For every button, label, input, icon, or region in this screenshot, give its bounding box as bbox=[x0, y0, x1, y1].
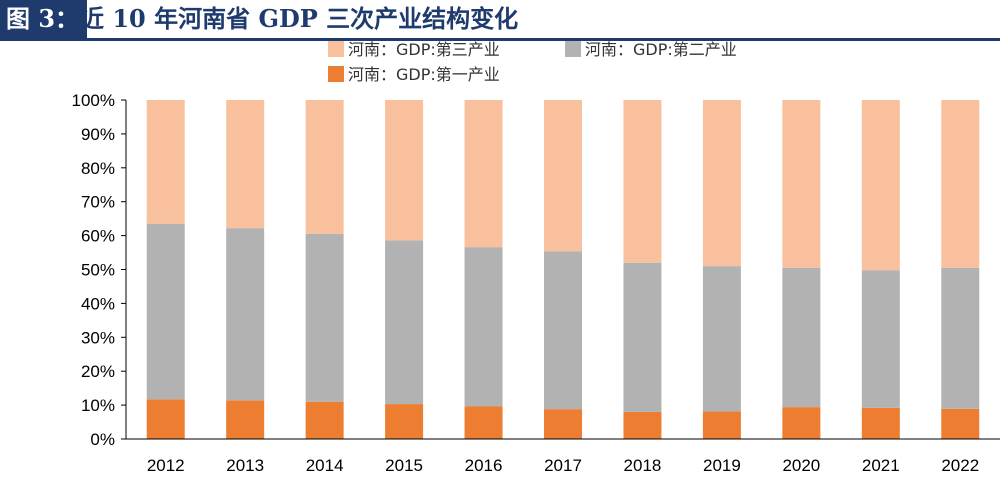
bar-segment-2-2022 bbox=[941, 100, 980, 268]
bar-segment-2-2018 bbox=[623, 100, 662, 263]
bar-segment-2-2012 bbox=[146, 100, 185, 224]
bar-segment-0-2021 bbox=[861, 407, 900, 439]
bar-segment-1-2012 bbox=[146, 223, 185, 400]
bar-segment-0-2015 bbox=[385, 404, 424, 439]
x-tick-label: 2020 bbox=[782, 456, 820, 475]
bar-segment-0-2013 bbox=[226, 400, 265, 439]
x-tick-label: 2022 bbox=[941, 456, 979, 475]
bar-segment-1-2015 bbox=[385, 240, 424, 405]
x-tick-label: 2012 bbox=[147, 456, 185, 475]
y-tick-label: 50% bbox=[81, 261, 115, 280]
y-tick-label: 10% bbox=[81, 396, 115, 415]
x-tick-label: 2018 bbox=[624, 456, 662, 475]
bar-segment-2-2020 bbox=[782, 100, 821, 268]
bar-segment-0-2017 bbox=[544, 409, 582, 439]
y-tick-label: 0% bbox=[90, 430, 115, 449]
x-axis: 2012 2013 2014 2015 2016 2017 2018 2019 2020 2021… bbox=[126, 438, 1000, 475]
bar-segment-1-2013 bbox=[226, 228, 265, 401]
bar-segment-2-2021 bbox=[861, 100, 900, 271]
bar-segment-0-2014 bbox=[305, 401, 344, 439]
bar-segment-1-2014 bbox=[305, 233, 344, 402]
y-tick-label: 30% bbox=[81, 328, 115, 347]
legend-label: 河南：GDP:第一产业 bbox=[348, 65, 500, 84]
bar-segment-0-2018 bbox=[623, 411, 662, 439]
bar-segment-1-2017 bbox=[544, 251, 582, 410]
legend-label: 河南：GDP:第三产业 bbox=[348, 40, 500, 59]
bar-segment-1-2016 bbox=[464, 247, 503, 407]
bar-segment-1-2018 bbox=[623, 262, 662, 412]
title-rule bbox=[0, 38, 1000, 41]
bar-segment-1-2019 bbox=[702, 266, 741, 412]
figure-label: 图 3： bbox=[0, 0, 88, 38]
bar-segment-2-2015 bbox=[385, 100, 424, 241]
x-tick-label: 2017 bbox=[544, 456, 582, 475]
bar-segment-0-2016 bbox=[464, 406, 503, 439]
bar-segment-1-2020 bbox=[782, 267, 821, 408]
y-tick-label: 90% bbox=[81, 125, 115, 144]
y-axis: 0% 10% 20% 30% 40% 50% 60% 70% 80% 90% 100% bbox=[72, 91, 127, 449]
bar-segment-1-2021 bbox=[861, 270, 900, 408]
bars bbox=[146, 100, 980, 439]
bar-segment-2-2016 bbox=[464, 100, 503, 248]
y-tick-label: 100% bbox=[72, 91, 115, 110]
x-tick-label: 2013 bbox=[226, 456, 264, 475]
bar-segment-0-2012 bbox=[146, 399, 185, 439]
bar-segment-2-2019 bbox=[702, 100, 741, 267]
figure-title: 近 10 年河南省 GDP 三次产业结构变化 bbox=[80, 4, 519, 33]
legend-swatch bbox=[328, 41, 344, 57]
title-bar: 图 3： 近 10 年河南省 GDP 三次产业结构变化 bbox=[0, 0, 1000, 41]
legend-swatch bbox=[328, 66, 344, 82]
x-tick-label: 2014 bbox=[306, 456, 344, 475]
bar-segment-2-2014 bbox=[305, 100, 344, 234]
y-tick-label: 60% bbox=[81, 227, 115, 246]
legend-swatch bbox=[565, 41, 581, 57]
bar-segment-0-2022 bbox=[941, 408, 980, 439]
x-tick-label: 2015 bbox=[385, 456, 423, 475]
legend-label: 河南：GDP:第二产业 bbox=[585, 40, 737, 59]
y-tick-label: 70% bbox=[81, 193, 115, 212]
x-tick-label: 2021 bbox=[862, 456, 900, 475]
x-tick-label: 2019 bbox=[703, 456, 741, 475]
y-tick-label: 40% bbox=[81, 294, 115, 313]
y-tick-label: 80% bbox=[81, 159, 115, 178]
bar-segment-1-2022 bbox=[941, 267, 980, 409]
bar-segment-2-2013 bbox=[226, 100, 265, 229]
bar-segment-0-2020 bbox=[782, 407, 821, 439]
x-tick-label: 2016 bbox=[465, 456, 503, 475]
y-tick-label: 20% bbox=[81, 362, 115, 381]
bar-segment-0-2019 bbox=[702, 411, 741, 439]
bar-segment-2-2017 bbox=[544, 100, 582, 252]
